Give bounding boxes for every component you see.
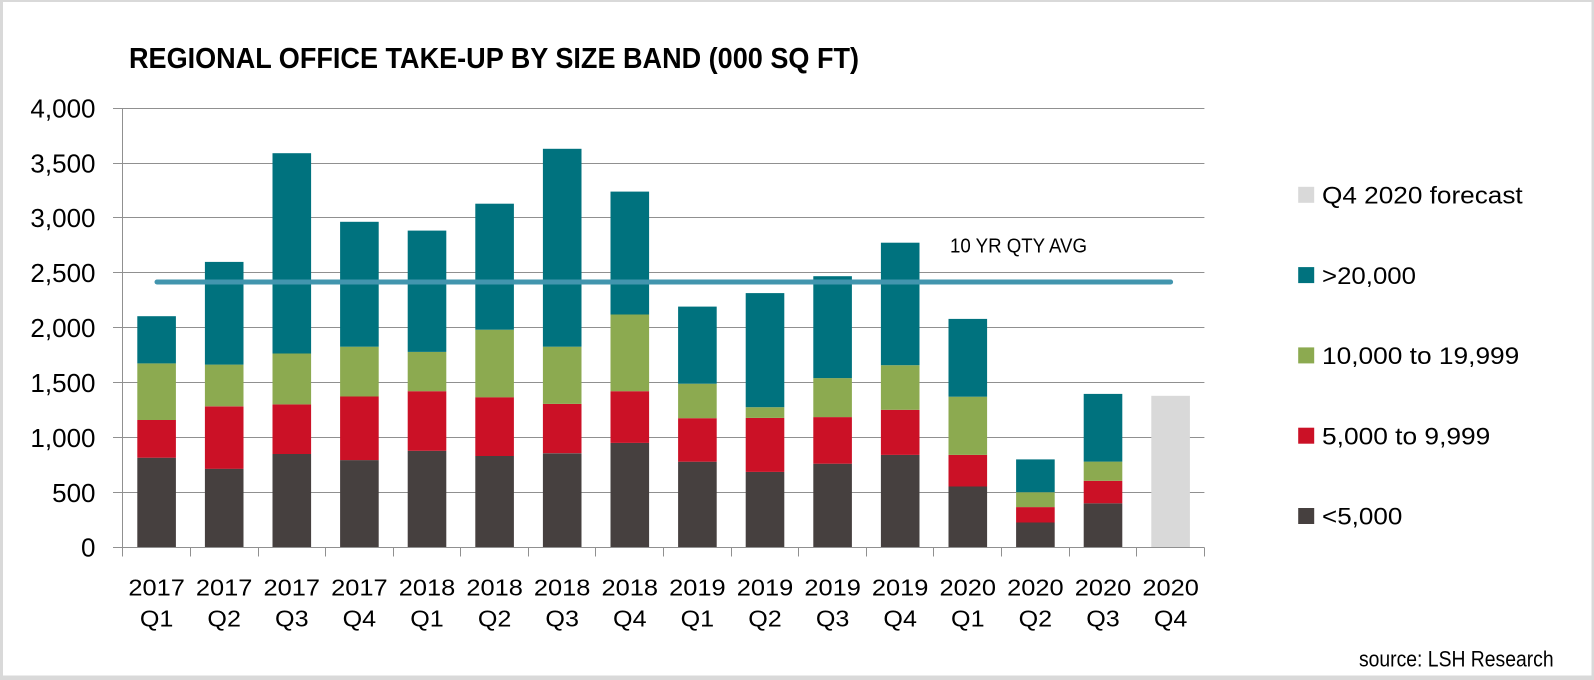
svg-text:Q2: Q2 [478,606,512,632]
svg-text:5,000 to 9,999: 5,000 to 9,999 [1322,423,1490,450]
svg-text:Q3: Q3 [275,606,309,632]
svg-text:2,000: 2,000 [30,313,95,343]
svg-text:Q2: Q2 [207,606,241,632]
svg-text:source: LSH Research: source: LSH Research [1359,646,1554,671]
svg-text:10,000 to 19,999: 10,000 to 19,999 [1322,343,1519,370]
svg-text:2019: 2019 [669,575,726,601]
svg-text:Q4: Q4 [613,606,647,632]
svg-text:Q1: Q1 [681,606,715,632]
svg-text:Q1: Q1 [951,606,985,632]
svg-text:1,500: 1,500 [30,368,95,398]
svg-text:2019: 2019 [804,575,861,601]
svg-text:3,500: 3,500 [30,148,95,178]
svg-text:3,000: 3,000 [30,203,95,233]
svg-text:10 YR QTY AVG: 10 YR QTY AVG [950,236,1087,258]
svg-text:2020: 2020 [1007,575,1064,601]
svg-text:>20,000: >20,000 [1322,263,1416,290]
svg-text:2020: 2020 [1142,575,1199,601]
svg-text:2018: 2018 [602,575,659,601]
svg-text:Q4: Q4 [1154,606,1188,632]
svg-text:Q3: Q3 [545,606,579,632]
svg-text:Q2: Q2 [1019,606,1053,632]
svg-text:2018: 2018 [534,575,591,601]
svg-text:2017: 2017 [331,575,388,601]
svg-text:500: 500 [52,478,95,508]
svg-text:2018: 2018 [399,575,456,601]
svg-text:1,000: 1,000 [30,423,95,453]
svg-text:2,500: 2,500 [30,258,95,288]
svg-text:Q1: Q1 [410,606,444,632]
svg-text:0: 0 [81,533,95,563]
svg-text:2018: 2018 [466,575,523,601]
svg-text:2017: 2017 [196,575,253,601]
svg-text:Q4: Q4 [883,606,917,632]
svg-text:REGIONAL OFFICE TAKE-UP BY SIZ: REGIONAL OFFICE TAKE-UP BY SIZE BAND (00… [129,43,859,75]
svg-text:2020: 2020 [940,575,997,601]
svg-text:Q4: Q4 [343,606,377,632]
svg-text:Q2: Q2 [748,606,782,632]
svg-text:2020: 2020 [1075,575,1132,601]
svg-text:<5,000: <5,000 [1322,504,1402,531]
svg-text:Q1: Q1 [140,606,174,632]
svg-text:2017: 2017 [128,575,185,601]
svg-text:Q3: Q3 [1086,606,1120,632]
svg-text:2019: 2019 [872,575,929,601]
svg-text:2019: 2019 [737,575,794,601]
svg-text:2017: 2017 [264,575,321,601]
svg-text:Q4 2020 forecast: Q4 2020 forecast [1322,183,1523,210]
svg-text:Q3: Q3 [816,606,850,632]
svg-text:4,000: 4,000 [30,93,95,123]
